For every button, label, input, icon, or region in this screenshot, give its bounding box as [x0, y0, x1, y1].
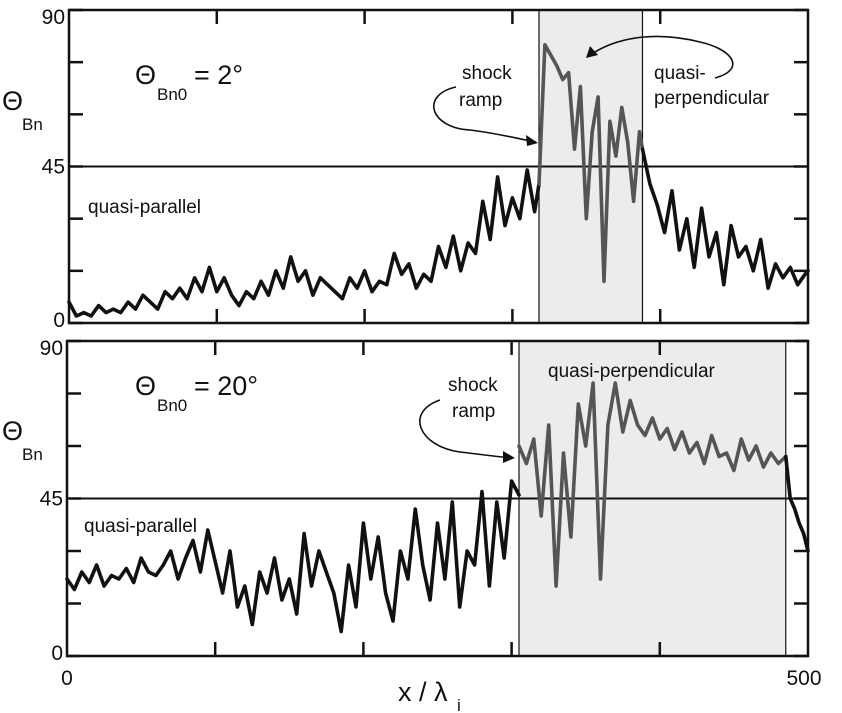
bottom-ytick-label-45: 45 [40, 488, 63, 511]
top-label-perpendicular: perpendicular [654, 88, 770, 109]
bottom-xtick-label-0: 0 [61, 667, 73, 690]
bottom-xtick-label-500: 500 [786, 667, 821, 690]
top-label-quasi-parallel: quasi-parallel [88, 197, 201, 218]
top-ytick-label-45: 45 [42, 156, 65, 179]
top-tick-marks [69, 8, 808, 325]
top-y-axis-label: Θ Bn [2, 86, 43, 134]
bottom-ytick-label-90: 90 [40, 337, 63, 360]
top-ytick-label-0: 0 [53, 309, 65, 332]
bottom-y-axis-label: Θ Bn [2, 416, 43, 464]
top-ylabel-theta: Θ [2, 86, 23, 116]
bottom-arrow-shock-ramp [419, 399, 513, 459]
bottom-ylabel-sub: Bn [22, 445, 43, 464]
top-arrowhead-shock-ramp [526, 135, 538, 146]
top-annotation-theta: Θ [135, 60, 156, 90]
bottom-series-line-2 [783, 454, 810, 553]
top-annotation-value: = 2° [194, 60, 243, 90]
bottom-xlabel-sub: i [457, 696, 461, 713]
top-theta-annotation: Θ Bn0 = 2° [135, 60, 243, 104]
panel-bottom: 0 45 90 0 500 Θ Bn Θ Bn0 = 20° quasi-par… [2, 337, 822, 713]
bottom-annotation-value: = 20° [194, 371, 258, 401]
top-arrow-quasi-perp [589, 35, 734, 79]
bottom-annotation-sub: Bn0 [157, 396, 187, 415]
top-series-line-1 [537, 42, 645, 284]
top-label-ramp: ramp [459, 90, 502, 111]
bottom-arrowhead-shock-ramp [503, 451, 515, 463]
bottom-series-line-1 [517, 381, 788, 588]
bottom-label-quasi-perpendicular: quasi-perpendicular [548, 361, 716, 382]
top-ytick-label-90: 90 [42, 6, 65, 29]
bottom-theta-annotation: Θ Bn0 = 20° [135, 371, 258, 415]
top-arrowhead-quasi-perp [586, 46, 598, 58]
panel-top: 0 45 90 Θ Bn Θ Bn0 = 2° quasi-parallel s… [2, 6, 810, 332]
top-series-line-2 [640, 147, 810, 291]
bottom-series-group [65, 381, 810, 634]
bottom-annotation-theta: Θ [135, 371, 156, 401]
bottom-xlabel: x / λ [398, 677, 448, 707]
bottom-ylabel-theta: Θ [2, 416, 23, 446]
bottom-tick-marks [67, 339, 808, 658]
top-series-line-0 [67, 168, 541, 318]
bottom-label-quasi-parallel: quasi-parallel [84, 516, 197, 537]
top-label-shock: shock [462, 63, 512, 84]
top-ylabel-sub: Bn [22, 115, 43, 134]
bottom-label-ramp: ramp [452, 401, 495, 422]
bottom-label-shock: shock [448, 375, 498, 396]
top-label-quasi: quasi- [654, 63, 706, 84]
bottom-series-line-0 [65, 479, 521, 634]
top-series-group [67, 42, 810, 318]
top-arrow-shock-ramp [433, 86, 537, 143]
bottom-x-axis-label: x / λ i [398, 677, 461, 713]
bottom-ytick-label-0: 0 [51, 642, 63, 665]
top-annotation-sub: Bn0 [157, 85, 187, 104]
